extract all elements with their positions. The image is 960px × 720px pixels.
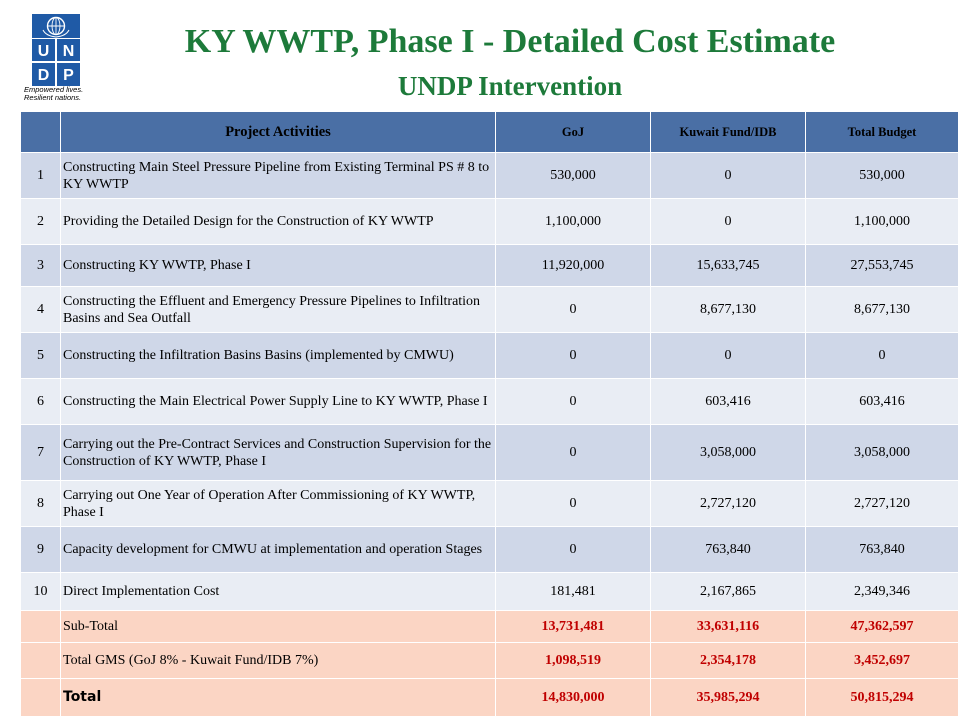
table-row: 2 Providing the Detailed Design for the …	[20, 198, 959, 245]
row-number: 6	[20, 378, 61, 425]
grand-total-kuwait: 35,985,294	[650, 678, 806, 717]
undp-logo: U N D P	[32, 14, 80, 86]
table-row: 6 Constructing the Main Electrical Power…	[20, 378, 959, 425]
gms-row: Total GMS (GoJ 8% - Kuwait Fund/IDB 7%) …	[20, 642, 959, 679]
row-number: 8	[20, 480, 61, 527]
row-activity: Constructing the Infiltration Basins Bas…	[60, 332, 496, 379]
row-goj: 0	[495, 424, 651, 481]
row-goj: 1,100,000	[495, 198, 651, 245]
grand-total-row: Total 14,830,000 35,985,294 50,815,294	[20, 678, 959, 717]
header-number-cell	[20, 111, 61, 153]
table-row: 7 Carrying out the Pre-Contract Services…	[20, 424, 959, 481]
row-total: 763,840	[805, 526, 959, 573]
row-activity: Constructing the Main Electrical Power S…	[60, 378, 496, 425]
row-kuwait: 3,058,000	[650, 424, 806, 481]
subtotal-goj: 13,731,481	[495, 610, 651, 643]
row-goj: 181,481	[495, 572, 651, 611]
cost-estimate-table: Project Activities GoJ Kuwait Fund/IDB T…	[20, 111, 959, 717]
header-total-budget: Total Budget	[805, 111, 959, 153]
row-activity: Constructing Main Steel Pressure Pipelin…	[60, 152, 496, 199]
row-kuwait: 2,727,120	[650, 480, 806, 527]
row-activity: Providing the Detailed Design for the Co…	[60, 198, 496, 245]
subtotal-total: 47,362,597	[805, 610, 959, 643]
row-number: 10	[20, 572, 61, 611]
logo-letter-d: D	[38, 67, 50, 84]
row-activity: Capacity development for CMWU at impleme…	[60, 526, 496, 573]
table-row: 8 Carrying out One Year of Operation Aft…	[20, 480, 959, 527]
row-goj: 0	[495, 286, 651, 333]
table-row: 5 Constructing the Infiltration Basins B…	[20, 332, 959, 379]
grand-total-label: Total	[60, 678, 496, 717]
gms-kuwait: 2,354,178	[650, 642, 806, 679]
row-total: 27,553,745	[805, 244, 959, 287]
page-subtitle: UNDP Intervention	[397, 71, 623, 101]
row-total: 0	[805, 332, 959, 379]
logo-letter-n: N	[63, 43, 75, 60]
row-number: 2	[20, 198, 61, 245]
logo-letter-p: P	[63, 67, 74, 84]
undp-logo-icon: U N D P	[32, 14, 80, 86]
grand-total-number-cell	[20, 678, 61, 717]
row-kuwait: 2,167,865	[650, 572, 806, 611]
row-kuwait: 603,416	[650, 378, 806, 425]
row-kuwait: 0	[650, 152, 806, 199]
row-kuwait: 8,677,130	[650, 286, 806, 333]
row-kuwait: 15,633,745	[650, 244, 806, 287]
row-number: 4	[20, 286, 61, 333]
grand-total-total: 50,815,294	[805, 678, 959, 717]
table-row: 9 Capacity development for CMWU at imple…	[20, 526, 959, 573]
row-total: 2,727,120	[805, 480, 959, 527]
header-kuwait-fund: Kuwait Fund/IDB	[650, 111, 806, 153]
row-number: 9	[20, 526, 61, 573]
row-total: 530,000	[805, 152, 959, 199]
gms-number-cell	[20, 642, 61, 679]
row-number: 7	[20, 424, 61, 481]
row-goj: 11,920,000	[495, 244, 651, 287]
subtotal-kuwait: 33,631,116	[650, 610, 806, 643]
row-total: 1,100,000	[805, 198, 959, 245]
gms-goj: 1,098,519	[495, 642, 651, 679]
page-title: KY WWTP, Phase I - Detailed Cost Estimat…	[184, 23, 836, 60]
row-activity: Constructing the Effluent and Emergency …	[60, 286, 496, 333]
row-total: 8,677,130	[805, 286, 959, 333]
row-kuwait: 763,840	[650, 526, 806, 573]
table-row: 1 Constructing Main Steel Pressure Pipel…	[20, 152, 959, 199]
row-activity: Carrying out the Pre-Contract Services a…	[60, 424, 496, 481]
row-goj: 0	[495, 378, 651, 425]
grand-total-goj: 14,830,000	[495, 678, 651, 717]
tagline-line-1: Empowered lives.	[24, 85, 84, 94]
gms-total: 3,452,697	[805, 642, 959, 679]
row-kuwait: 0	[650, 332, 806, 379]
row-kuwait: 0	[650, 198, 806, 245]
row-number: 3	[20, 244, 61, 287]
row-goj: 0	[495, 332, 651, 379]
subtotal-label: Sub-Total	[60, 610, 496, 643]
tagline-line-2: Resilient nations.	[24, 93, 82, 102]
logo-letter-u: U	[38, 43, 50, 60]
table-header-row: Project Activities GoJ Kuwait Fund/IDB T…	[20, 111, 959, 153]
table-row: 3 Constructing KY WWTP, Phase I 11,920,0…	[20, 244, 959, 287]
row-activity: Constructing KY WWTP, Phase I	[60, 244, 496, 287]
gms-label: Total GMS (GoJ 8% - Kuwait Fund/IDB 7%)	[60, 642, 496, 679]
row-activity: Carrying out One Year of Operation After…	[60, 480, 496, 527]
row-total: 3,058,000	[805, 424, 959, 481]
row-goj: 0	[495, 480, 651, 527]
logo-tagline: Empowered lives. Resilient nations.	[24, 86, 114, 102]
header-project-activities: Project Activities	[60, 111, 496, 153]
row-goj: 530,000	[495, 152, 651, 199]
table-row: 4 Constructing the Effluent and Emergenc…	[20, 286, 959, 333]
row-goj: 0	[495, 526, 651, 573]
row-number: 5	[20, 332, 61, 379]
subtotal-number-cell	[20, 610, 61, 643]
header-goj: GoJ	[495, 111, 651, 153]
row-total: 2,349,346	[805, 572, 959, 611]
row-total: 603,416	[805, 378, 959, 425]
row-number: 1	[20, 152, 61, 199]
table-row: 10 Direct Implementation Cost 181,481 2,…	[20, 572, 959, 611]
subtotal-row: Sub-Total 13,731,481 33,631,116 47,362,5…	[20, 610, 959, 643]
row-activity: Direct Implementation Cost	[60, 572, 496, 611]
